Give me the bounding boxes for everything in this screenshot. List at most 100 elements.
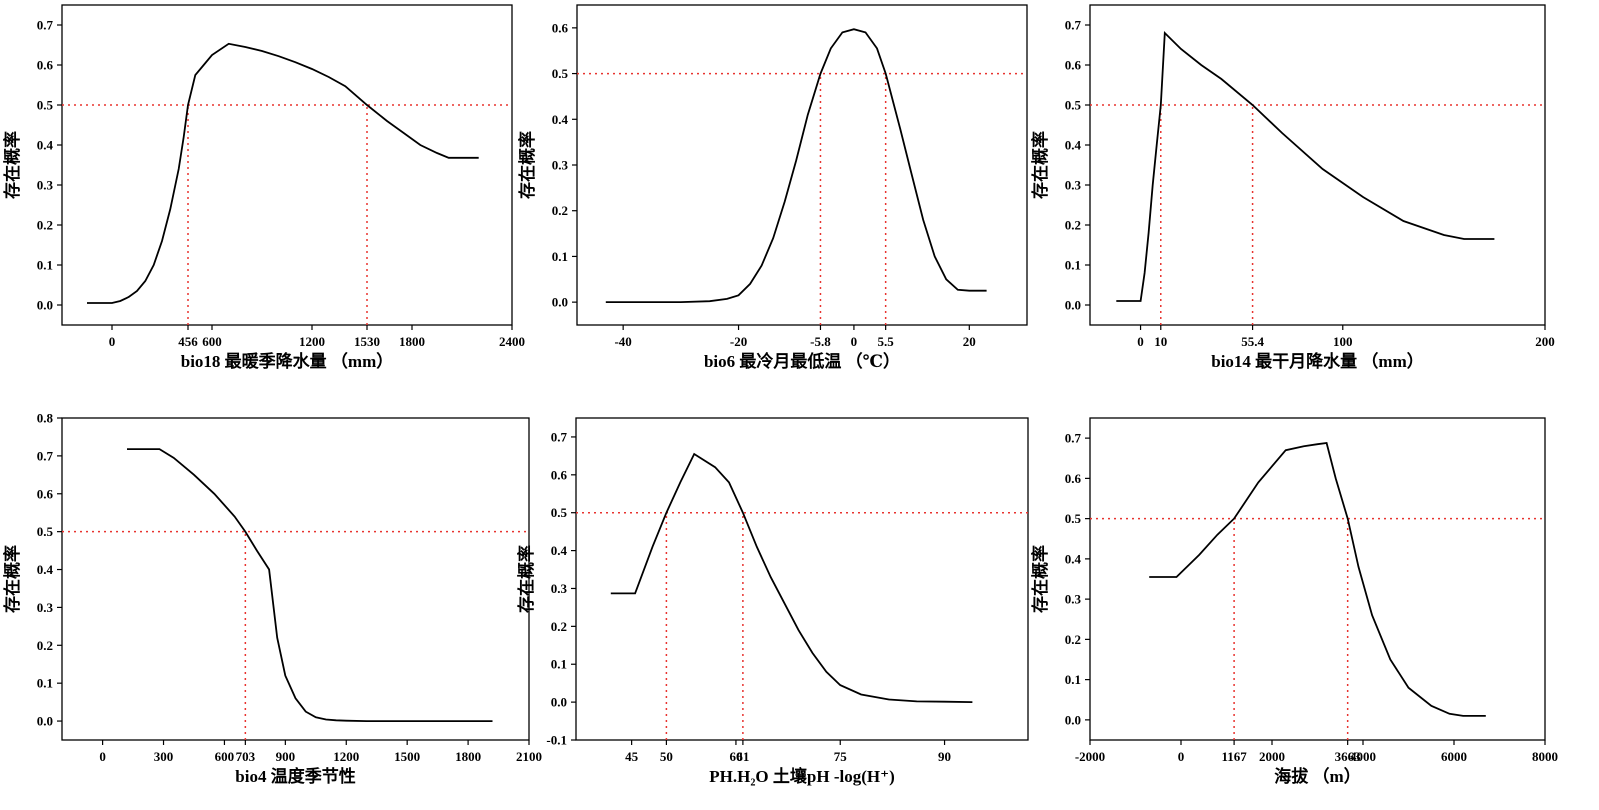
x-tick-label: 6000 — [1441, 749, 1467, 764]
x-tick-label: 100 — [1333, 334, 1353, 349]
x-tick-label: 0 — [1137, 334, 1144, 349]
x-axis-title: bio18 最暖季降水量 （mm） — [181, 351, 394, 371]
x-tick-label: 61 — [736, 749, 749, 764]
x-axis-title: PH.H₂O 土壤pH -log(H⁺) — [709, 766, 894, 786]
y-tick-label: 0.4 — [552, 112, 569, 127]
y-tick-label: 0.7 — [1065, 431, 1082, 446]
y-tick-label: 0.6 — [37, 58, 54, 73]
x-tick-label: 600 — [202, 334, 222, 349]
y-tick-label: 0.3 — [37, 178, 54, 193]
y-axis-title: 存在概率 — [1030, 131, 1050, 199]
y-axis-title: 存在概率 — [1030, 545, 1050, 613]
plot-frame — [575, 417, 1029, 741]
x-tick-label: 60 — [729, 749, 742, 764]
x-tick-label: 900 — [276, 749, 296, 764]
x-tick-label: 600 — [215, 749, 235, 764]
y-tick-label: 0.5 — [1065, 511, 1082, 526]
x-tick-label: 1200 — [299, 334, 325, 349]
y-tick-label: 0.4 — [37, 562, 54, 577]
y-tick-label: 0.5 — [552, 66, 569, 81]
y-tick-label: 0.7 — [37, 448, 54, 463]
chart-panel-1: 0 456 600 1200 1530 1800 2400 0.0 0.1 0.2 0.3 0.4 0.… — [2, 4, 525, 371]
y-tick-label: 0.0 — [552, 295, 568, 310]
x-tick-label: 1500 — [394, 749, 420, 764]
y-tick-label: 0.5 — [37, 98, 54, 113]
y-tick-label: 0.0 — [551, 695, 567, 710]
x-tick-label: -20 — [730, 334, 747, 349]
y-tick-label: 0.2 — [37, 218, 53, 233]
x-tick-label: 2400 — [499, 334, 525, 349]
response-curve — [1116, 30, 1495, 302]
y-tick-label: 0.1 — [1065, 672, 1081, 687]
x-tick-label: 1167 — [1221, 749, 1247, 764]
x-tick-label: 300 — [154, 749, 174, 764]
y-tick-label: 0.1 — [552, 249, 568, 264]
y-tick-label: 0.1 — [551, 657, 567, 672]
x-tick-label: 4000 — [1350, 749, 1376, 764]
y-tick-label: 0.4 — [1065, 138, 1082, 153]
x-tick-label: 8000 — [1532, 749, 1558, 764]
y-tick-label: 0.7 — [1065, 18, 1082, 33]
y-tick-label: 0.3 — [1065, 592, 1082, 607]
plot-frame — [1089, 4, 1546, 326]
x-tick-label: 1800 — [455, 749, 481, 764]
y-tick-label: 0.7 — [551, 429, 568, 444]
y-tick-label: 0.1 — [1065, 258, 1081, 273]
response-curve — [610, 452, 973, 703]
y-tick-label: 0.6 — [552, 20, 569, 35]
y-tick-label: 0.0 — [1065, 712, 1081, 727]
x-tick-label: 0 — [109, 334, 116, 349]
chart-panel-3: 0 10 55.4 100 200 0.0 0.1 0.2 0.3 0.4 0.5 0.6 0.7 bio… — [1030, 4, 1555, 371]
y-tick-label: 0.1 — [37, 258, 53, 273]
x-tick-label: 75 — [834, 749, 848, 764]
y-tick-label: 0.5 — [37, 524, 54, 539]
y-tick-label: 0.6 — [1065, 471, 1082, 486]
x-tick-label: 3663 — [1335, 749, 1362, 764]
x-tick-label: -2000 — [1075, 749, 1105, 764]
y-tick-label: 0.6 — [551, 467, 568, 482]
y-tick-label: 0.2 — [37, 638, 53, 653]
y-tick-label: 0.2 — [551, 619, 567, 634]
plot-frame — [61, 417, 530, 741]
y-tick-label: 0.2 — [552, 203, 568, 218]
x-axis-title: bio6 最冷月最低温 （℃） — [704, 351, 900, 371]
x-tick-label: 0 — [851, 334, 858, 349]
x-tick-label: 50 — [660, 749, 673, 764]
x-tick-label: 1530 — [354, 334, 380, 349]
y-tick-label: 0.8 — [37, 411, 54, 426]
x-tick-label: 456 — [178, 334, 198, 349]
y-tick-label: 0.5 — [551, 505, 568, 520]
response-curve — [1149, 442, 1486, 717]
x-tick-label: -40 — [614, 334, 631, 349]
y-tick-label: 0.3 — [551, 581, 568, 596]
x-axis-title: bio4 温度季节性 — [235, 766, 355, 786]
chart-panel-2: -40 -20 -5.8 0 5.5 20 0.0 0.1 0.2 0.3 0.4 0.5 0.6 bio… — [517, 4, 1028, 371]
plot-frame — [61, 4, 513, 326]
x-tick-label: 90 — [938, 749, 951, 764]
y-tick-label: 0.6 — [37, 486, 54, 501]
x-tick-label: 200 — [1535, 334, 1555, 349]
y-tick-label: 0.2 — [1065, 218, 1081, 233]
response-curve — [605, 28, 987, 303]
chart-panel-4: 0 300 600 703 900 1200 1500 1800 2100 0.0 0.1 0.2 0.… — [2, 411, 542, 787]
y-tick-label: 0.3 — [1065, 178, 1082, 193]
y-tick-label: -0.1 — [546, 733, 567, 748]
y-axis-title: 存在概率 — [517, 131, 537, 199]
x-tick-label: 2100 — [516, 749, 542, 764]
x-tick-label: -5.8 — [810, 334, 831, 349]
x-tick-label: 55.4 — [1241, 334, 1264, 349]
y-tick-label: 0.4 — [551, 543, 568, 558]
x-tick-label: 45 — [625, 749, 639, 764]
x-tick-label: 0 — [99, 749, 106, 764]
response-curve — [87, 42, 479, 304]
plot-frame — [1089, 417, 1546, 741]
x-tick-label: 2000 — [1259, 749, 1285, 764]
y-tick-label: 0.0 — [37, 298, 53, 313]
y-tick-label: 0.0 — [37, 714, 53, 729]
y-tick-label: 0.4 — [1065, 551, 1082, 566]
y-tick-label: 0.6 — [1065, 58, 1082, 73]
plot-frame — [576, 4, 1028, 326]
x-tick-label: 20 — [963, 334, 976, 349]
